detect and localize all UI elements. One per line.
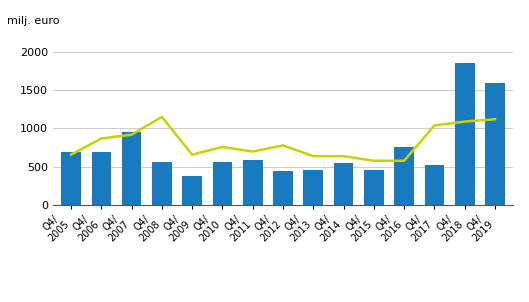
Bar bbox=[152, 162, 172, 205]
Bar bbox=[455, 63, 475, 205]
Bar bbox=[92, 152, 111, 205]
Bar bbox=[183, 176, 202, 205]
Bar bbox=[394, 147, 414, 205]
Text: milj. euro: milj. euro bbox=[7, 16, 59, 26]
Bar bbox=[304, 170, 323, 205]
Bar bbox=[334, 163, 353, 205]
Bar bbox=[213, 162, 232, 205]
Bar bbox=[364, 170, 384, 205]
Bar bbox=[61, 152, 81, 205]
Bar bbox=[243, 160, 262, 205]
Bar bbox=[485, 83, 505, 205]
Bar bbox=[425, 165, 444, 205]
Bar bbox=[273, 171, 293, 205]
Bar bbox=[122, 132, 141, 205]
